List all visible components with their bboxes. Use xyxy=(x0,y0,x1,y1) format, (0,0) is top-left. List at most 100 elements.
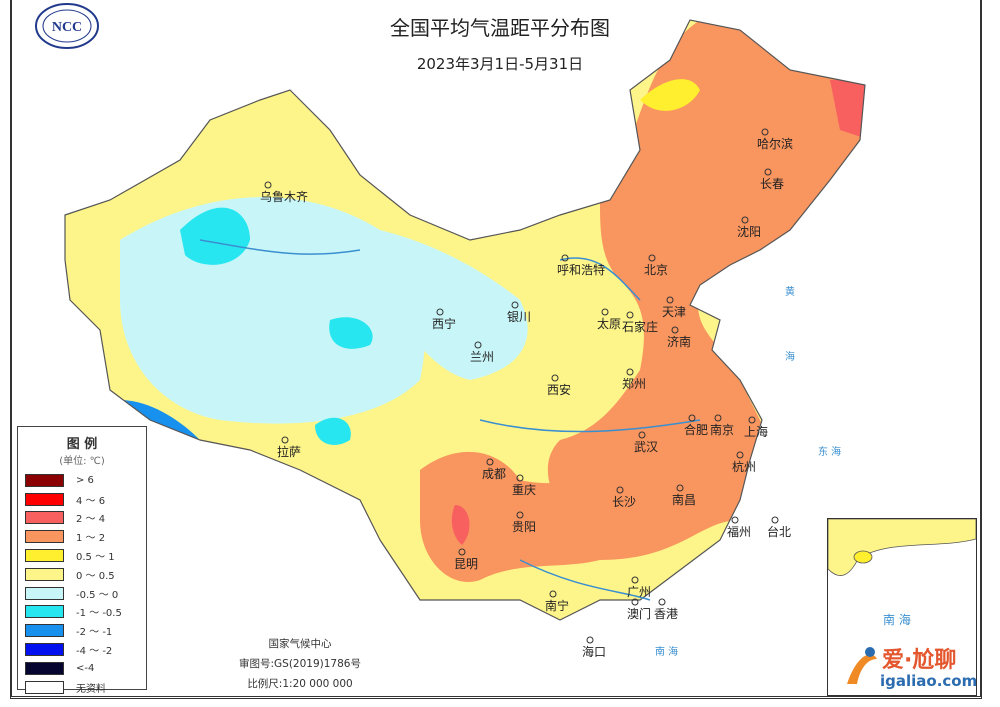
city-label: 北京 xyxy=(644,263,668,277)
city-label: 乌鲁木齐 xyxy=(260,189,308,204)
legend-item: -0.5 ～ 0 xyxy=(18,584,146,603)
legend-label: 0.5 ～ 1 xyxy=(76,552,115,564)
city-marker xyxy=(736,451,744,459)
legend-label: -0.5 ～ 0 xyxy=(76,589,119,601)
city-label: 南宁 xyxy=(545,598,569,613)
city-marker xyxy=(731,516,739,524)
city-label: 长春 xyxy=(760,177,784,191)
city-marker xyxy=(631,598,639,606)
legend-unit: (单位: ℃) xyxy=(59,456,105,467)
city-marker xyxy=(264,181,272,189)
city-marker xyxy=(516,511,524,519)
city-marker xyxy=(436,308,444,316)
legend-swatch xyxy=(25,643,64,657)
sea-label: 南 海 xyxy=(655,645,678,658)
city-label: 西宁 xyxy=(432,316,456,331)
city-label: 南昌 xyxy=(672,492,696,507)
legend-item: <-4 xyxy=(18,659,146,678)
legend: 图 例 (单位: ℃) > 6 4 ～ 6 2 ～ 4 1 ～ 2 0.5 ～ 1 0 ～… xyxy=(17,426,147,695)
map-frame xyxy=(10,0,982,699)
city-marker xyxy=(761,128,769,136)
legend-swatch xyxy=(25,492,64,506)
legend-swatch xyxy=(25,473,64,487)
legend-swatch xyxy=(25,530,64,544)
legend-swatch xyxy=(25,549,64,563)
city-label: 武汉 xyxy=(634,440,658,454)
city-marker xyxy=(458,548,466,556)
city-label: 沈阳 xyxy=(737,224,761,239)
legend-label: 2 ～ 4 xyxy=(76,514,106,526)
legend-swatch xyxy=(25,567,64,581)
city-marker xyxy=(658,598,666,606)
city-marker xyxy=(626,311,634,319)
legend-swatch xyxy=(25,511,64,525)
sea-label: 黄 xyxy=(785,285,795,298)
city-label: 重庆 xyxy=(512,483,536,497)
city-marker xyxy=(511,301,519,309)
city-label: 天津 xyxy=(662,305,686,319)
south-china-sea-inset: 南 海 xyxy=(827,518,977,696)
map-title: 全国平均气温距平分布图 xyxy=(390,16,610,40)
footer-agency: 国家气候中心 xyxy=(268,638,332,650)
city-marker xyxy=(741,216,749,224)
legend-item: -2 ～ -1 xyxy=(18,621,146,640)
city-marker xyxy=(671,326,679,334)
city-label: 西安 xyxy=(547,382,571,397)
city-marker xyxy=(601,308,609,316)
footer-scale: 比例尺:1:20 000 000 xyxy=(247,678,353,690)
legend-label: 无资料 xyxy=(76,683,106,695)
city-marker xyxy=(764,168,772,176)
legend-swatch xyxy=(25,661,64,675)
city-marker xyxy=(486,458,494,466)
legend-item: 无资料 xyxy=(18,678,146,697)
city-label: 兰州 xyxy=(470,350,494,364)
ncc-logo: NCC xyxy=(35,3,99,49)
sea-label: 东 海 xyxy=(818,445,841,458)
watermark-logo: 爱·尬聊 igaliao.com xyxy=(842,640,992,696)
legend-label: > 6 xyxy=(76,474,94,486)
city-label: 香港 xyxy=(654,607,678,621)
city-marker xyxy=(474,341,482,349)
legend-item: -1 ～ -0.5 xyxy=(18,603,146,622)
city-marker xyxy=(586,636,594,644)
city-marker xyxy=(676,484,684,492)
city-label: 昆明 xyxy=(454,557,478,571)
city-label: 澳门 xyxy=(627,606,651,621)
city-label: 合肥 xyxy=(684,422,708,437)
city-marker xyxy=(551,374,559,382)
legend-label: <-4 xyxy=(76,662,95,674)
city-label: 石家庄 xyxy=(622,319,658,334)
legend-title: 图 例 xyxy=(66,437,98,452)
city-label: 银川 xyxy=(507,310,531,324)
city-label: 贵阳 xyxy=(512,520,536,534)
city-marker xyxy=(626,368,634,376)
legend-swatch xyxy=(25,624,64,638)
legend-item: -4 ～ -2 xyxy=(18,640,146,659)
legend-label: 4 ～ 6 xyxy=(76,495,106,507)
river-lines xyxy=(199,239,701,601)
city-marker xyxy=(688,414,696,422)
legend-item: 2 ～ 4 xyxy=(18,509,146,528)
city-marker xyxy=(561,254,569,262)
legend-label: 0 ～ 0.5 xyxy=(76,570,115,582)
legend-item: 1 ～ 2 xyxy=(18,527,146,546)
city-marker xyxy=(714,414,722,422)
legend-swatch xyxy=(25,586,64,600)
footer-approval: 审图号:GS(2019)1786号 xyxy=(239,658,361,670)
legend-item: 4 ～ 6 xyxy=(18,490,146,509)
legend-item: 0.5 ～ 1 xyxy=(18,546,146,565)
city-marker xyxy=(771,516,779,524)
city-label: 福州 xyxy=(727,524,751,539)
city-marker xyxy=(616,486,624,494)
city-marker xyxy=(516,474,524,482)
city-marker xyxy=(281,436,289,444)
legend-swatch xyxy=(25,680,64,694)
svg-text:NCC: NCC xyxy=(52,20,82,35)
city-label: 杭州 xyxy=(732,459,756,474)
legend-label: -2 ～ -1 xyxy=(76,627,113,639)
city-label: 南京 xyxy=(710,422,734,437)
map-subtitle: 2023年3月1日-5月31日 xyxy=(416,55,584,73)
city-label: 海口 xyxy=(582,644,606,659)
city-label: 哈尔滨 xyxy=(757,136,793,151)
